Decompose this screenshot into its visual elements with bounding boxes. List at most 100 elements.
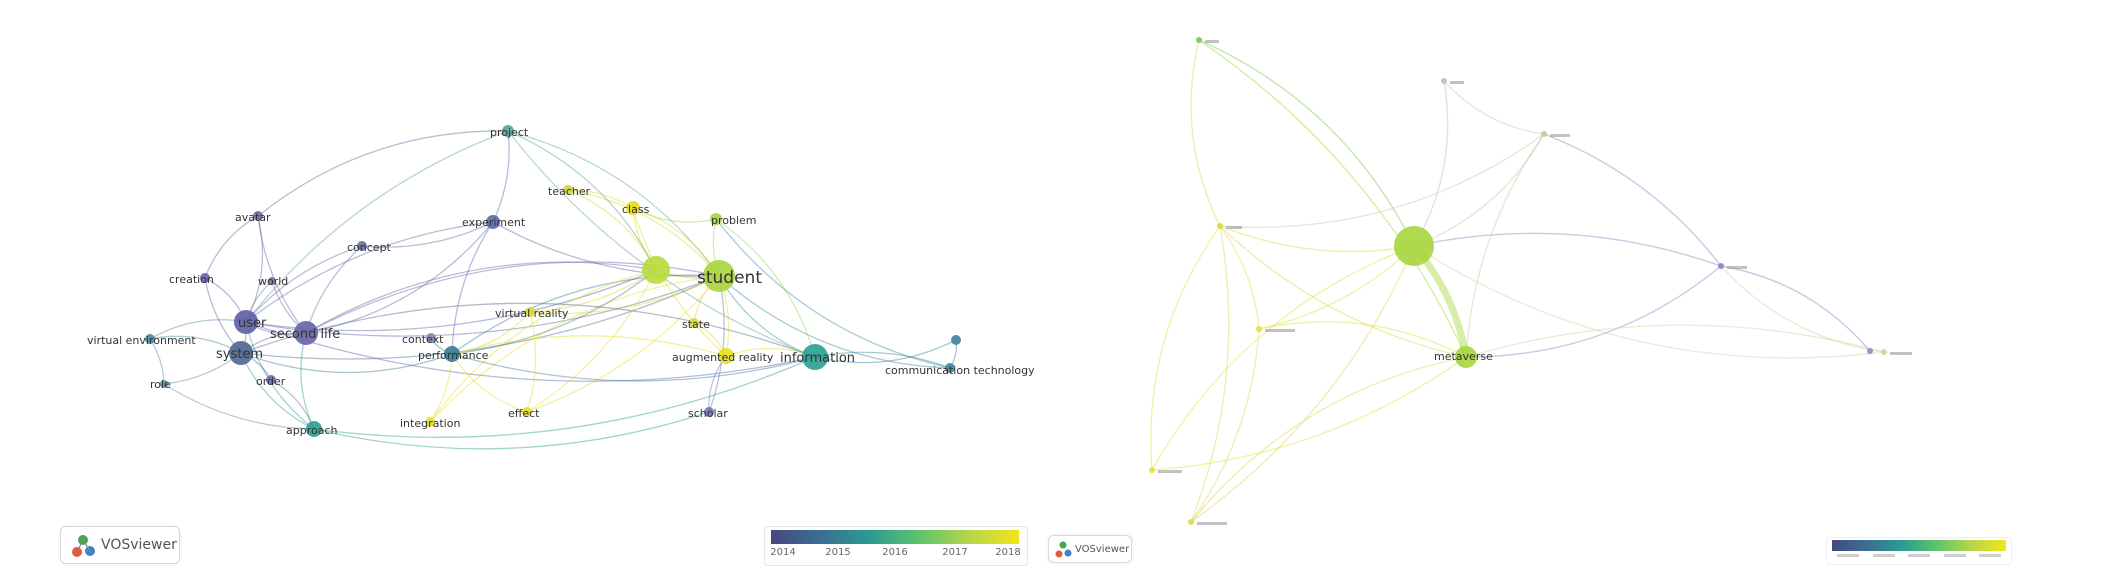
network-link [451,353,816,382]
legend-tick: 2018 [995,547,1021,558]
term-label-placeholder [1226,226,1242,229]
keyword-node-label: order [256,375,286,388]
keyword-node[interactable] [642,256,670,284]
right-legend [1826,537,2012,565]
network-link [313,356,816,438]
network-link [245,130,509,323]
network-link [526,311,537,413]
network-link [1151,356,1467,471]
keyword-node[interactable] [444,346,460,362]
keyword-node-label: world [258,275,288,288]
keyword-node[interactable] [357,241,367,251]
network-link [526,269,657,413]
keyword-node[interactable] [626,201,640,215]
keyword-node[interactable] [234,310,258,334]
keyword-node[interactable] [160,380,168,388]
network-link [507,130,657,271]
keyword-node[interactable] [704,407,714,417]
keyword-node[interactable] [951,335,961,345]
keyword-node[interactable] [563,185,573,195]
keyword-node-label: experiment [462,216,526,229]
keyword-node-label: teacher [548,185,591,198]
network-link [204,215,259,279]
keyword-node-label: communication technology [885,364,1035,377]
term-node[interactable] [1541,131,1547,137]
term-node[interactable] [1881,349,1887,355]
term-node[interactable] [1718,263,1724,269]
keyword-node[interactable] [268,277,276,285]
vosviewer-badge-left[interactable]: VOSviewer [60,526,180,564]
term-node[interactable] [1188,519,1194,525]
term-node[interactable] [1217,223,1223,229]
network-link [1198,39,1467,358]
network-link [632,207,717,223]
keyword-node[interactable] [710,213,722,225]
network-link [305,221,494,334]
term-node[interactable] [1394,226,1434,266]
network-link [451,269,657,355]
keyword-node-label: virtual environment [87,334,196,347]
network-link [1465,265,1722,358]
keyword-node[interactable] [502,125,514,137]
vosviewer-logo-icon [1055,541,1072,558]
term-node[interactable] [1441,78,1447,84]
keyword-node[interactable] [425,417,435,427]
term-node[interactable] [1196,37,1202,43]
network-link [1465,133,1545,358]
keyword-node-label: class [622,203,650,216]
keyword-node[interactable] [703,260,735,292]
keyword-node[interactable] [689,318,699,328]
keyword-node[interactable] [229,341,253,365]
network-link [451,311,531,355]
network-link [1413,245,1885,359]
keyword-node[interactable] [718,348,734,364]
keyword-node-label: creation [169,273,214,286]
keyword-node[interactable] [522,407,532,417]
keyword-node[interactable] [426,333,436,343]
keyword-node-label: information [780,351,855,366]
keyword-node[interactable] [945,363,955,373]
term-node[interactable] [1149,467,1155,473]
network-link [257,130,509,217]
network-link [1198,39,1415,247]
keyword-node-label: effect [508,407,540,420]
network-link [1413,80,1449,247]
network-link [240,275,720,360]
vosviewer-badge-right[interactable]: VOSviewer [1048,535,1132,563]
legend-tick: 2015 [825,547,851,558]
keyword-node[interactable] [200,273,210,283]
keyword-node[interactable] [525,307,535,317]
keyword-node-label: context [402,333,444,346]
network-link [1190,225,1230,523]
keyword-node[interactable] [266,375,276,385]
keyword-node-label: avatar [235,211,271,224]
term-node[interactable] [1867,348,1873,354]
keyword-node-label: scholar [688,407,728,420]
keyword-node[interactable] [486,215,500,229]
network-link [492,130,510,223]
legend-tick: 2014 [770,547,796,558]
term-node[interactable] [1256,326,1262,332]
network-link [507,130,720,277]
left-network-links [149,130,958,450]
network-link [1190,39,1221,227]
keyword-node[interactable] [802,344,828,370]
right-network-nodes: metaverse [1149,37,1912,525]
term-node[interactable] [1455,346,1477,368]
network-link [163,383,315,430]
network-link [429,275,720,423]
term-label-placeholder [1550,134,1570,137]
keyword-node[interactable] [253,211,263,221]
term-label-placeholder [1890,352,1912,355]
keyword-node[interactable] [294,321,318,345]
network-link [529,269,657,313]
network-link [1720,265,1885,353]
network-link [529,275,720,314]
keyword-node-label: approach [286,424,338,437]
network-link [1413,232,1722,267]
network-link [1219,225,1415,253]
keyword-node[interactable] [306,421,322,437]
keyword-node[interactable] [145,334,155,344]
